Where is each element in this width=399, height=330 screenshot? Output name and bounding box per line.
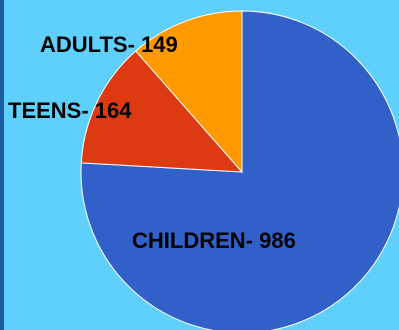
pie-slice-teens <box>80 50 244 173</box>
data-label-children: CHILDREN- 986 <box>132 228 296 253</box>
data-label-adults: ADULTS- 149 <box>40 32 178 57</box>
data-label-teens: TEENS- 164 <box>8 98 132 123</box>
pie-slice-children <box>80 10 399 330</box>
left-border <box>0 0 4 330</box>
pie-slice-adults <box>135 10 243 174</box>
